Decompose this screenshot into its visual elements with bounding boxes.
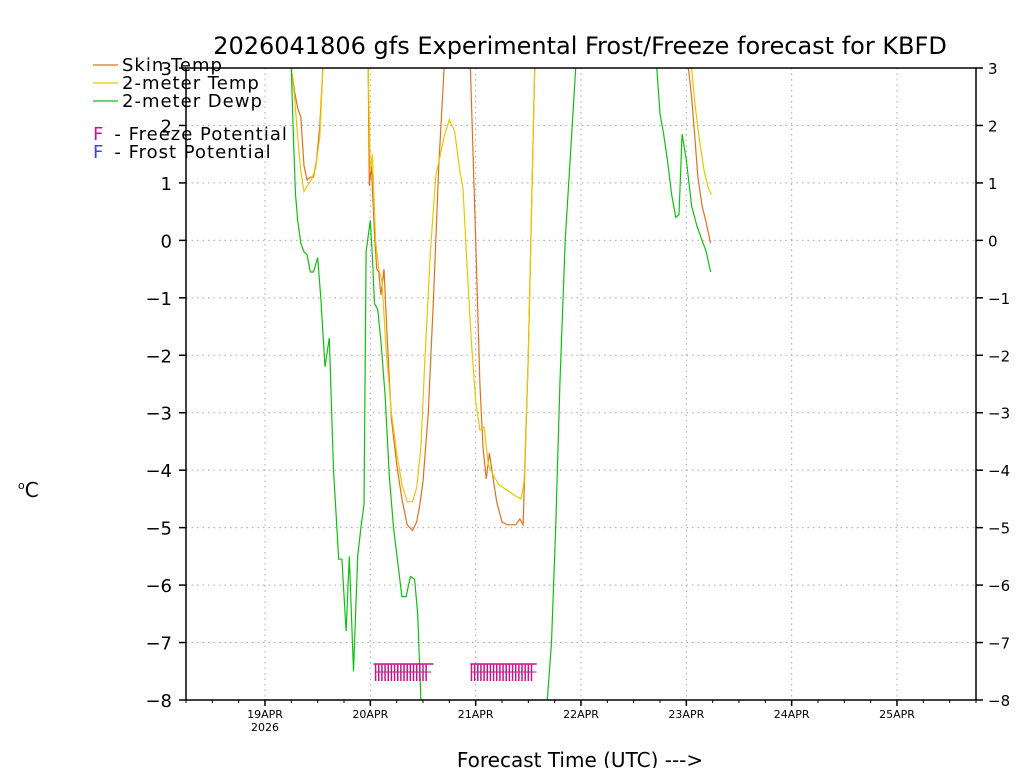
legend-marker-entry: F - Freeze Potential (93, 124, 288, 145)
y-axis-label-degree: o (18, 479, 25, 492)
y-tick-label-right: 0 (988, 232, 998, 250)
x-axis-label: Forecast Time (UTC) ---> (457, 748, 703, 768)
y-axis-label: oC (18, 478, 39, 502)
y-tick-label-right: −1 (988, 290, 1010, 308)
legend-marker-entry: F - Frost Potential (93, 142, 272, 163)
x-tick-year-label: 2026 (251, 721, 279, 734)
y-axis-label-unit: C (25, 478, 39, 502)
x-tick-label: 23APR (668, 708, 704, 721)
series-line-skin-temp (290, 67, 324, 182)
y-tick-label: 3 (161, 59, 172, 80)
legend-marker-label: - Frost Potential (114, 142, 271, 163)
y-tick-label-right: −4 (988, 462, 1010, 480)
y-tick-label-right: −3 (988, 405, 1010, 423)
x-tick-label: 25APR (879, 708, 915, 721)
y-tick-label: −6 (145, 576, 172, 597)
y-tick-label-right: −6 (988, 577, 1010, 595)
series-line-2-meter-dewp (546, 67, 577, 701)
x-tick-label: 21APR (458, 708, 494, 721)
legend-line-label: 2-meter Dewp (122, 91, 263, 112)
freeze-potential-markers (373, 663, 537, 681)
x-tick-label: 19APR (247, 708, 283, 721)
x-tick-label: 20APR (352, 708, 388, 721)
grid-lines (186, 68, 976, 700)
y-axis: 3 3 2 2 1 1 0 0 −1 −1 −2 −2 −3 −3 −4 −4 −5 −5 −6 −6 −7 −7 −8 −8 (145, 59, 1010, 712)
y-tick-label: 2 (161, 116, 172, 137)
y-tick-label-right: −8 (988, 692, 1010, 710)
y-tick-label-right: 2 (988, 117, 998, 135)
y-tick-label: −5 (145, 519, 172, 540)
series-line-2-meter-dewp (656, 67, 712, 273)
x-tick-label: 24APR (774, 708, 810, 721)
y-tick-label-right: −7 (988, 635, 1010, 653)
y-tick-label: −3 (145, 404, 172, 425)
legend-marker-symbol: F (93, 142, 104, 163)
series-line-2-meter-temp (459, 67, 536, 500)
legend-line-label: 2-meter Temp (122, 73, 260, 94)
y-tick-label-right: 1 (988, 175, 998, 193)
y-tick-label-right: −5 (988, 520, 1010, 538)
y-tick-label: −2 (145, 346, 172, 367)
y-tick-label: −8 (145, 691, 172, 712)
chart-title: 2026041806 gfs Experimental Frost/Freeze… (213, 32, 947, 60)
y-tick-label: −7 (145, 634, 172, 655)
legend-marker-label: - Freeze Potential (114, 124, 288, 145)
y-tick-label: 0 (161, 231, 172, 252)
y-tick-label-right: 3 (988, 60, 998, 78)
y-tick-label-right: −2 (988, 347, 1010, 365)
series-line-2-meter-dewp (290, 67, 422, 701)
series-lines (290, 67, 713, 701)
y-tick-label: −4 (145, 461, 172, 482)
series-line-skin-temp (367, 67, 445, 532)
y-tick-label: 1 (161, 174, 172, 195)
legend-line-label: Skin Temp (122, 55, 223, 76)
x-tick-label: 22APR (563, 708, 599, 721)
series-line-2-meter-temp (367, 67, 461, 503)
series-line-2-meter-temp (691, 67, 713, 195)
y-tick-label: −1 (145, 289, 172, 310)
series-line-2-meter-temp (290, 67, 324, 194)
series-line-skin-temp (687, 67, 712, 244)
legend-marker-symbol: F (93, 124, 104, 145)
